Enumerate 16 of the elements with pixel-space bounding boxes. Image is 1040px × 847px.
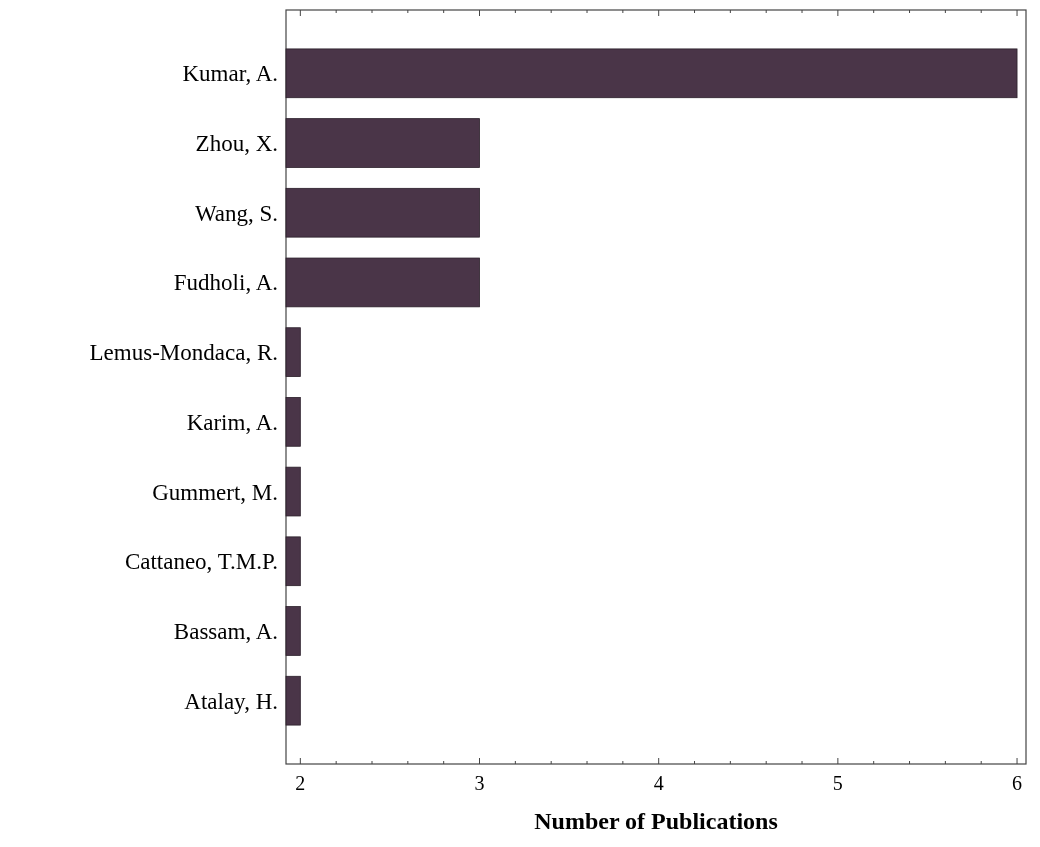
y-tick-label: Bassam, A. — [173, 619, 278, 645]
y-tick-label: Zhou, X. — [195, 131, 278, 157]
x-tick-label: 3 — [474, 772, 485, 794]
y-tick-label: Wang, S. — [194, 200, 278, 226]
y-tick-label: Atalay, H. — [184, 688, 278, 714]
x-tick-label: 5 — [832, 772, 843, 794]
x-axis-title: Number of Publications — [534, 808, 778, 834]
y-tick-label: Karim, A. — [186, 409, 278, 435]
x-tick-label: 6 — [1012, 772, 1023, 794]
y-tick-label: Kumar, A. — [182, 61, 278, 87]
x-tick-label: 2 — [295, 772, 306, 794]
y-tick-label: Cattaneo, T.M.P. — [124, 549, 278, 575]
y-tick-label: Lemus-Mondaca, R. — [89, 340, 278, 366]
y-tick-label: Gummert, M. — [152, 479, 278, 505]
x-tick-label: 4 — [653, 772, 664, 794]
y-tick-label: Fudholi, A. — [173, 270, 278, 296]
